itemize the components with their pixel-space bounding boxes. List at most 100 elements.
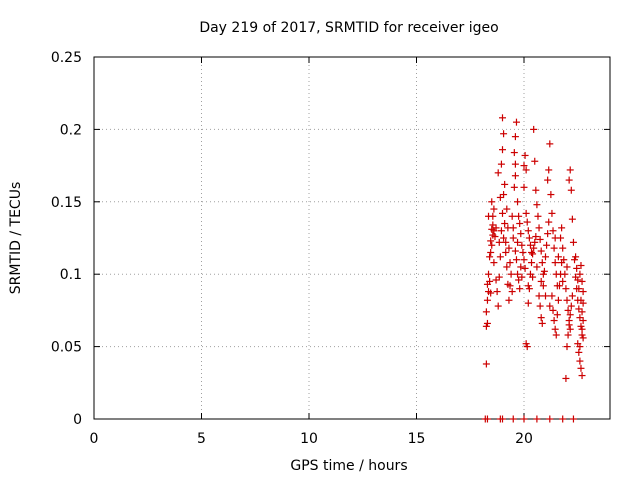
data-point [575, 348, 583, 356]
data-point [521, 151, 529, 159]
data-point [567, 302, 575, 310]
plot-frame [93, 56, 611, 420]
data-point [533, 201, 541, 209]
data-point [495, 238, 503, 246]
data-point [501, 220, 509, 228]
chart-title: Day 219 of 2017, SRMTID for receiver ige… [199, 20, 498, 36]
data-point [546, 415, 554, 423]
data-point [543, 241, 551, 249]
data-point [483, 319, 491, 327]
data-point [495, 273, 503, 281]
data-point [544, 176, 552, 184]
data-point [483, 415, 491, 423]
data-point [578, 325, 586, 333]
x-tick-label: 20 [515, 431, 533, 447]
data-point [501, 180, 509, 188]
data-point [547, 191, 555, 199]
data-point [502, 238, 510, 246]
data-point [520, 183, 528, 191]
data-point [577, 296, 585, 304]
data-point [574, 276, 582, 284]
data-point [505, 244, 513, 252]
data-point [538, 319, 546, 327]
data-point [555, 282, 563, 290]
data-point [538, 259, 546, 267]
data-point [500, 130, 508, 138]
data-point [569, 415, 577, 423]
data-point [517, 230, 525, 238]
data-point [497, 160, 505, 168]
data-point [499, 209, 506, 217]
data-point [492, 224, 500, 232]
data-point [537, 277, 545, 285]
data-point [551, 259, 559, 267]
data-point [486, 253, 494, 261]
data-point [493, 288, 501, 296]
x-tick-label: 10 [300, 431, 318, 447]
data-point [579, 334, 587, 342]
data-point [499, 415, 506, 423]
x-tick-label: 0 [90, 431, 99, 447]
data-point [576, 270, 584, 278]
data-point [568, 215, 576, 223]
data-point [506, 282, 514, 290]
x-tick-label: 5 [197, 431, 206, 447]
data-point [531, 238, 539, 246]
data-point [512, 256, 520, 264]
data-point [550, 317, 558, 325]
data-point [515, 212, 523, 220]
data-point [539, 282, 547, 290]
data-point [485, 212, 493, 220]
data-point [509, 224, 517, 232]
data-point [545, 166, 553, 174]
data-point [537, 314, 545, 322]
y-axis-label: SRMTID / TECUs [8, 182, 24, 295]
data-point [488, 241, 496, 249]
data-point [572, 253, 580, 261]
data-point [577, 262, 585, 270]
data-point [529, 273, 537, 281]
data-point [516, 285, 524, 293]
data-point [514, 238, 522, 246]
data-point [525, 234, 533, 242]
data-point [511, 133, 519, 141]
data-point [577, 364, 585, 372]
y-tick-label: 0.05 [51, 340, 82, 356]
data-point [548, 292, 556, 300]
data-point [566, 325, 574, 333]
data-point [578, 308, 586, 316]
data-point [488, 198, 496, 206]
data-point [520, 415, 528, 423]
y-tick-label: 0.25 [51, 50, 82, 66]
y-tick-label: 0 [73, 412, 82, 428]
data-point [552, 331, 560, 339]
data-point [487, 248, 495, 256]
data-point [554, 253, 562, 261]
data-point [522, 166, 530, 174]
data-point [558, 224, 566, 232]
data-point [506, 259, 514, 267]
y-tick-label: 0.15 [51, 195, 82, 211]
data-point [499, 146, 506, 154]
data-point [564, 331, 572, 339]
data-point [565, 321, 573, 329]
data-point [510, 149, 518, 157]
data-point [494, 302, 502, 310]
data-point [487, 289, 495, 297]
data-point [561, 270, 569, 278]
data-point [511, 247, 519, 255]
data-point [523, 218, 531, 226]
data-point [486, 277, 494, 285]
data-point [509, 415, 517, 423]
data-point [578, 372, 586, 380]
data-point [563, 263, 571, 271]
data-point [518, 273, 526, 281]
data-point [576, 357, 584, 365]
data-point [542, 292, 549, 300]
data-point [549, 227, 557, 235]
data-point [551, 325, 559, 333]
data-points [481, 114, 587, 423]
data-point [516, 220, 524, 228]
data-point [485, 270, 493, 278]
